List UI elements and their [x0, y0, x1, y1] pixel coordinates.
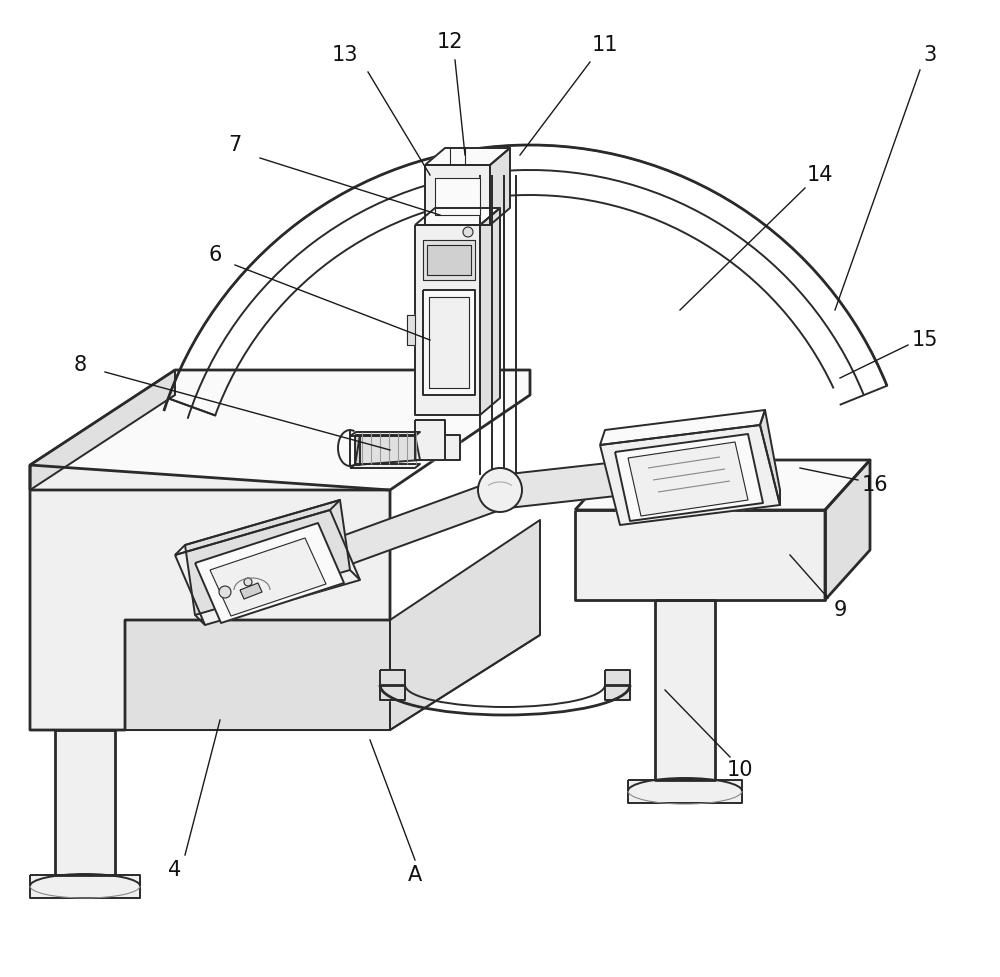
Polygon shape [415, 420, 460, 460]
Text: 14: 14 [807, 165, 833, 185]
Polygon shape [355, 435, 360, 465]
Polygon shape [30, 370, 175, 490]
Polygon shape [280, 475, 510, 590]
Text: 3: 3 [923, 45, 937, 65]
Polygon shape [423, 240, 475, 280]
Polygon shape [423, 290, 475, 395]
Polygon shape [435, 178, 480, 215]
Polygon shape [407, 315, 415, 345]
Polygon shape [30, 875, 140, 898]
Text: 11: 11 [592, 35, 618, 55]
Text: 13: 13 [332, 45, 358, 65]
Polygon shape [600, 425, 780, 525]
Polygon shape [380, 670, 405, 700]
Text: 10: 10 [727, 760, 753, 780]
Polygon shape [490, 455, 680, 510]
Text: 15: 15 [912, 330, 938, 350]
Polygon shape [575, 460, 870, 510]
Polygon shape [425, 165, 490, 225]
Polygon shape [615, 434, 763, 521]
Polygon shape [390, 520, 540, 730]
Text: 8: 8 [73, 355, 87, 375]
Text: 12: 12 [437, 32, 463, 52]
Polygon shape [240, 583, 262, 599]
Text: 7: 7 [228, 135, 242, 155]
Polygon shape [415, 225, 480, 415]
Polygon shape [425, 148, 510, 165]
Polygon shape [350, 432, 420, 436]
Circle shape [478, 468, 522, 512]
Text: 4: 4 [168, 860, 182, 880]
Circle shape [244, 578, 252, 586]
Polygon shape [605, 670, 630, 700]
Polygon shape [415, 208, 500, 225]
Polygon shape [628, 780, 742, 803]
Polygon shape [480, 208, 500, 415]
Text: 6: 6 [208, 245, 222, 265]
Polygon shape [490, 148, 510, 225]
Polygon shape [125, 620, 390, 730]
Polygon shape [355, 435, 420, 465]
Polygon shape [760, 410, 780, 505]
Polygon shape [825, 460, 870, 600]
Polygon shape [195, 523, 344, 623]
Polygon shape [628, 442, 748, 516]
Polygon shape [55, 730, 115, 875]
Polygon shape [30, 465, 390, 730]
Circle shape [463, 227, 473, 237]
Text: 16: 16 [862, 475, 888, 495]
Polygon shape [210, 538, 326, 616]
Polygon shape [575, 510, 825, 600]
Polygon shape [185, 500, 350, 615]
Text: 9: 9 [833, 600, 847, 620]
Polygon shape [427, 245, 471, 275]
Polygon shape [600, 410, 765, 445]
Polygon shape [350, 464, 420, 468]
Polygon shape [30, 370, 530, 490]
Circle shape [219, 586, 231, 598]
Text: A: A [408, 865, 422, 885]
Polygon shape [175, 500, 340, 555]
Polygon shape [175, 510, 360, 625]
Polygon shape [429, 297, 469, 388]
Polygon shape [655, 600, 715, 780]
